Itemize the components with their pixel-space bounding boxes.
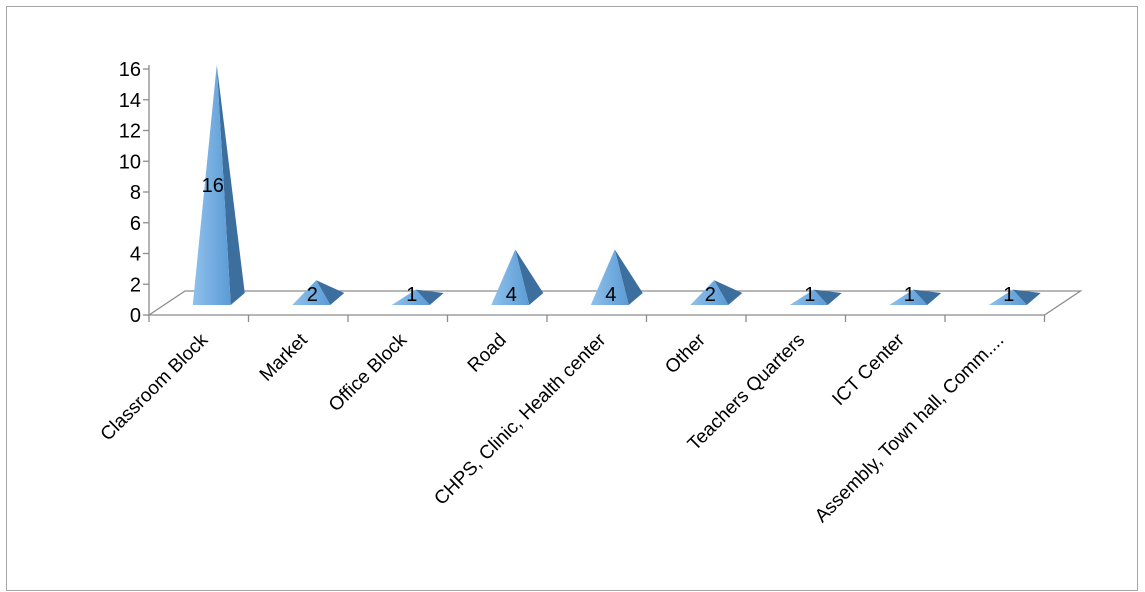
y-tick-label: 6 xyxy=(130,213,141,235)
data-label: 2 xyxy=(705,284,716,306)
pyramid-bar xyxy=(789,289,842,305)
data-label: 1 xyxy=(904,284,915,306)
pyramid-front-face xyxy=(292,280,331,305)
y-tick-label: 8 xyxy=(130,182,141,204)
pyramid-side-face xyxy=(415,289,444,305)
y-tick-label: 16 xyxy=(119,59,141,81)
pyramid-front-face xyxy=(391,289,430,305)
data-label: 16 xyxy=(202,175,224,197)
pyramid-side-face xyxy=(216,65,245,305)
pyramid-bar xyxy=(292,280,345,305)
pyramid-side-face xyxy=(714,280,743,305)
x-category-label: CHPS, Clinic, Health center xyxy=(430,329,610,509)
pyramid-bar xyxy=(988,289,1041,305)
y-tick-label: 14 xyxy=(119,90,141,112)
data-label: 1 xyxy=(406,284,417,306)
pyramid-side-face xyxy=(813,289,842,305)
y-tick-label: 4 xyxy=(130,244,141,266)
pyramid-bar xyxy=(590,249,643,305)
data-label: 1 xyxy=(1003,284,1014,306)
x-category-label: ICT Center xyxy=(828,329,909,410)
pyramid-front-face xyxy=(491,249,530,305)
x-category-label: Classroom Block xyxy=(97,329,213,445)
pyramid-front-face xyxy=(192,65,231,305)
data-label: 2 xyxy=(307,284,318,306)
x-category-label: Road xyxy=(464,330,511,377)
y-tick-label: 2 xyxy=(130,274,141,296)
pyramid-bar xyxy=(491,249,544,305)
x-category-label: Office Block xyxy=(325,329,412,416)
pyramid-side-face xyxy=(614,249,643,305)
pyramid-front-face xyxy=(690,280,729,305)
bars-layer xyxy=(192,65,1041,305)
pyramid-bar xyxy=(391,289,444,305)
pyramid-bar xyxy=(192,65,245,305)
x-category-label: Other xyxy=(661,329,710,378)
y-tick-label: 10 xyxy=(119,151,141,173)
pyramid-front-face xyxy=(789,289,828,305)
pyramid-front-face xyxy=(988,289,1027,305)
data-label: 1 xyxy=(804,284,815,306)
pyramid-front-face xyxy=(889,289,928,305)
pyramid-bar xyxy=(690,280,743,305)
pyramid-side-face xyxy=(1012,289,1041,305)
chart-frame: 0 2 4 6 8 10 12 14 16 16 2 1 4 4 2 1 1 1 Classroom Block Ma… xyxy=(6,6,1138,591)
y-tick-label: 0 xyxy=(130,305,141,327)
data-label: 4 xyxy=(506,284,517,306)
x-category-label: Assembly, Town hall, Comm.... xyxy=(811,330,1008,527)
pyramid-bar xyxy=(889,289,942,305)
axes-layer xyxy=(143,65,1083,322)
pyramid-side-face xyxy=(515,249,544,305)
pyramid-side-face xyxy=(913,289,942,305)
x-category-label: Market xyxy=(256,329,312,385)
data-label: 4 xyxy=(605,284,616,306)
pyramid-side-face xyxy=(316,280,345,305)
pyramid-front-face xyxy=(590,249,629,305)
y-tick-label: 12 xyxy=(119,121,141,143)
